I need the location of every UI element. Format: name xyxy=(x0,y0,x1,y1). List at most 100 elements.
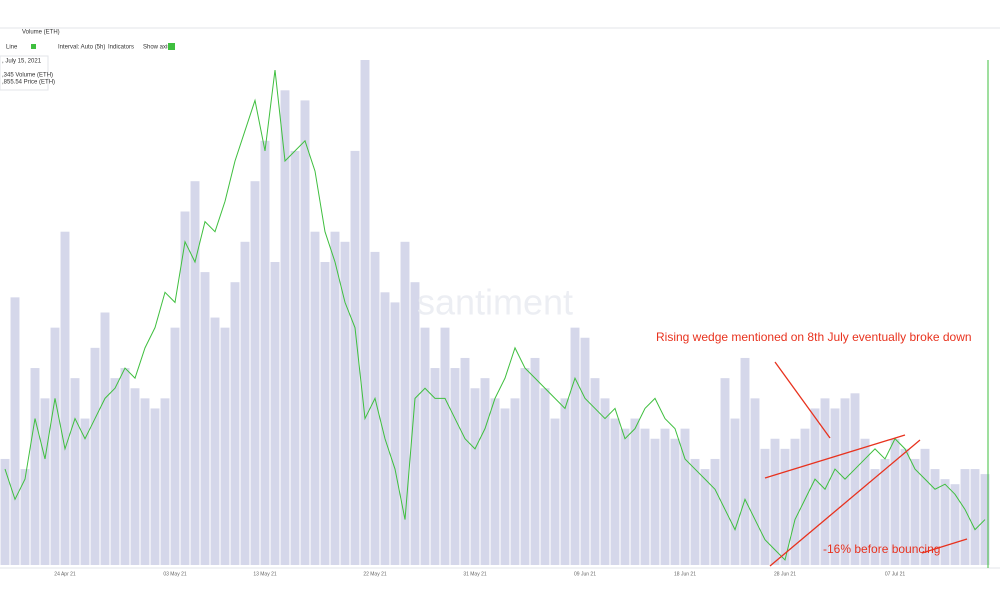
volume-bar xyxy=(780,448,790,565)
volume-bar xyxy=(840,398,850,565)
volume-bar xyxy=(750,398,760,565)
volume-bar xyxy=(20,469,30,565)
volume-bar xyxy=(890,438,900,565)
volume-bar xyxy=(400,241,410,566)
volume-bar xyxy=(70,378,80,565)
x-tick-label: 24 Apr 21 xyxy=(54,571,76,577)
color-box[interactable] xyxy=(31,44,36,49)
x-tick-label: 13 May 21 xyxy=(253,571,277,577)
volume-bar xyxy=(880,458,890,565)
volume-bar xyxy=(140,398,150,565)
volume-bar xyxy=(240,241,250,566)
volume-bar xyxy=(100,312,110,565)
volume-bar xyxy=(950,484,960,565)
volume-bar xyxy=(540,388,550,565)
watermark: santiment xyxy=(417,282,573,323)
x-tick-label: 18 Jun 21 xyxy=(674,571,696,577)
volume-bar xyxy=(870,469,880,565)
volume-bar xyxy=(520,368,530,565)
volume-bar xyxy=(920,448,930,565)
volume-bar xyxy=(350,150,360,565)
volume-bar xyxy=(680,428,690,565)
volume-bar xyxy=(690,458,700,565)
volume-bar xyxy=(480,378,490,565)
tab[interactable]: Volume (ETH) xyxy=(22,30,60,36)
volume-bar xyxy=(340,241,350,566)
volume-bar xyxy=(660,428,670,565)
volume-bar xyxy=(440,327,450,565)
volume-bar xyxy=(370,251,380,565)
indicators[interactable]: Indicators xyxy=(108,45,134,51)
tooltip-date: , July 15, 2021 xyxy=(2,59,42,65)
x-tick-label: 07 Jul 21 xyxy=(885,571,906,577)
volume-bar xyxy=(280,90,290,566)
volume-bar xyxy=(570,327,580,565)
style[interactable]: Line xyxy=(6,45,18,51)
show-axis[interactable]: Show axis xyxy=(143,45,170,51)
volume-bar xyxy=(470,388,480,565)
volume-bar xyxy=(910,458,920,565)
wedge-lower xyxy=(769,439,921,567)
volume-bar xyxy=(210,317,220,565)
volume-bar xyxy=(600,398,610,565)
volume-bar xyxy=(110,378,120,565)
volume-bar xyxy=(930,469,940,565)
volume-bar xyxy=(200,272,210,565)
volume-bar xyxy=(560,398,570,565)
volume-bar xyxy=(620,428,630,565)
volume-bar xyxy=(960,469,970,565)
x-tick-label: 09 Jun 21 xyxy=(574,571,596,577)
volume-bar xyxy=(390,302,400,565)
volume-bar xyxy=(830,408,840,565)
volume-bar xyxy=(120,368,130,565)
checkbox[interactable] xyxy=(168,43,175,50)
volume-bar xyxy=(30,368,40,565)
volume-bar xyxy=(640,428,650,565)
volume-bar xyxy=(670,438,680,565)
volume-bar xyxy=(330,231,340,565)
volume-bar xyxy=(760,448,770,565)
volume-bar xyxy=(770,438,780,565)
volume-bar xyxy=(550,418,560,565)
volume-bar xyxy=(740,357,750,565)
volume-bar xyxy=(530,357,540,565)
interval[interactable]: Interval: Auto (5h) xyxy=(58,45,105,51)
volume-bar xyxy=(0,458,10,565)
volume-bar xyxy=(220,327,230,565)
arrow xyxy=(921,538,968,554)
volume-bar xyxy=(410,282,420,565)
arrow xyxy=(774,361,831,439)
volume-bar xyxy=(80,418,90,565)
volume-bar xyxy=(820,398,830,565)
volume-bar xyxy=(10,297,20,565)
x-tick-label: 22 May 21 xyxy=(363,571,387,577)
volume-bar xyxy=(60,231,70,565)
volume-bar xyxy=(900,448,910,565)
x-tick-label: 31 May 21 xyxy=(463,571,487,577)
volume-bar xyxy=(310,231,320,565)
tooltip xyxy=(0,55,49,91)
volume-bar xyxy=(150,408,160,565)
tooltip-price: ,855.54 Price (ETH) xyxy=(2,80,55,86)
volume-bar xyxy=(260,140,270,566)
annotation: Rising wedge mentioned on 8th July event… xyxy=(656,330,972,344)
volume-bar xyxy=(790,438,800,565)
volume-bar xyxy=(270,262,280,565)
volume-bar xyxy=(320,262,330,565)
volume-bar xyxy=(170,327,180,565)
price-line xyxy=(4,70,986,561)
volume-bar xyxy=(360,60,370,565)
volume-bar xyxy=(510,398,520,565)
volume-bar xyxy=(420,327,430,565)
volume-bar xyxy=(730,418,740,565)
volume-bar xyxy=(190,181,200,565)
volume-bar xyxy=(940,479,950,565)
volume-bar xyxy=(650,438,660,565)
volume-bar xyxy=(860,438,870,565)
volume-bar xyxy=(460,357,470,565)
volume-bar xyxy=(580,337,590,565)
volume-bar xyxy=(300,100,310,566)
volume-bar xyxy=(850,393,860,565)
volume-bar xyxy=(180,211,190,565)
